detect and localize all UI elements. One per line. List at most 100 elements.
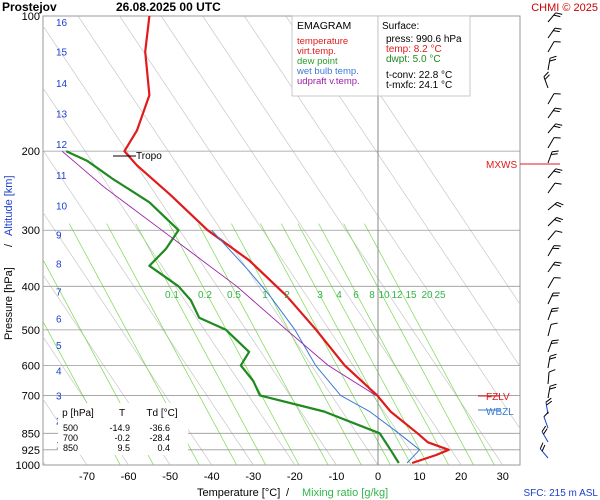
wind-barb-staff bbox=[547, 230, 557, 241]
wind-barb-staff bbox=[547, 41, 555, 53]
table-cell: 0.4 bbox=[157, 443, 170, 453]
wind-barb-staff bbox=[547, 245, 555, 257]
wind-barb-flag bbox=[553, 170, 561, 174]
series-dew-point bbox=[65, 150, 400, 464]
wind-barb-flag bbox=[553, 30, 560, 33]
wind-barb bbox=[547, 123, 563, 134]
legend-title: EMAGRAM bbox=[297, 20, 351, 32]
mixing-ratio-label: 8 bbox=[369, 290, 375, 301]
wind-barb-staff bbox=[547, 217, 557, 227]
temperature-tick-label: -30 bbox=[245, 471, 261, 483]
wind-barb bbox=[547, 182, 562, 194]
wind-barb-flag bbox=[549, 353, 557, 357]
temperature-axis-label: Temperature [°C] bbox=[197, 487, 280, 499]
temperature-tick-label: -60 bbox=[121, 471, 137, 483]
wind-barb-flag bbox=[549, 55, 557, 59]
temperature-tick-label: -50 bbox=[162, 471, 178, 483]
wind-barb-flag bbox=[552, 150, 559, 153]
wind-barb bbox=[547, 93, 561, 105]
wind-barb-staff bbox=[547, 356, 551, 369]
wind-barb-staff bbox=[547, 137, 555, 149]
wind-barb bbox=[545, 397, 553, 415]
series-udpraft-v-temp bbox=[61, 150, 377, 396]
mxws-label: MXWS bbox=[486, 160, 517, 171]
wind-barb-staff bbox=[541, 431, 549, 443]
wind-barb-staff bbox=[547, 292, 554, 305]
mixing-ratio-line bbox=[106, 223, 237, 465]
altitude-tick-label: 9 bbox=[56, 231, 62, 242]
levels-table-bg bbox=[58, 403, 188, 455]
temperature-tick-label: 20 bbox=[455, 471, 467, 483]
altitude-tick-label: 11 bbox=[56, 171, 67, 182]
wind-barb-flag bbox=[556, 217, 564, 221]
wind-barb-staff bbox=[547, 386, 551, 399]
surface-press: press: 990.6 hPa bbox=[386, 34, 462, 45]
wind-barb-flag bbox=[551, 342, 558, 345]
wind-barb-flag bbox=[554, 27, 562, 30]
legend-item: udpraft v.temp. bbox=[297, 76, 360, 87]
mixing-ratio-label: 12 bbox=[391, 290, 403, 301]
wind-barb-flag bbox=[555, 168, 563, 171]
wind-barb bbox=[547, 292, 560, 305]
sfc-label: SFC: 215 m ASL bbox=[524, 488, 599, 499]
wind-barb bbox=[547, 201, 564, 211]
credit-label: CHMI © 2025 bbox=[531, 2, 598, 14]
wind-barb-flag bbox=[553, 110, 560, 113]
wind-barb-flag bbox=[554, 261, 562, 264]
wind-barb-flag bbox=[553, 292, 560, 294]
wind-barb-staff bbox=[547, 182, 556, 194]
isotherm-line bbox=[43, 336, 129, 465]
table-cell: -14.9 bbox=[109, 423, 130, 433]
datetime-title: 26.08.2025 00 UTC bbox=[116, 0, 221, 14]
wind-barb-flag bbox=[554, 182, 562, 185]
fzlv-label: FZLV bbox=[486, 392, 510, 403]
altitude-tick-label: 8 bbox=[56, 260, 62, 271]
x-axis-label-separator: / bbox=[286, 487, 290, 499]
altitude-tick-label: 4 bbox=[56, 367, 62, 378]
table-header: Td [°C] bbox=[146, 408, 177, 419]
pressure-tick-label: 100 bbox=[22, 11, 40, 23]
wind-barb-staff bbox=[547, 277, 555, 289]
table-cell: -0.2 bbox=[114, 433, 130, 443]
wind-barb bbox=[547, 217, 564, 227]
mixing-ratio-line bbox=[135, 223, 267, 465]
table-cell: 9.5 bbox=[117, 443, 130, 453]
wind-barb-staff bbox=[543, 416, 549, 429]
mixing-ratio-label: 10 bbox=[378, 290, 390, 301]
wind-barb-flag bbox=[553, 93, 561, 95]
altitude-tick-label: 15 bbox=[56, 48, 68, 59]
table-cell: 700 bbox=[63, 433, 78, 443]
mixing-ratio-label: 3 bbox=[317, 290, 323, 301]
mixing-ratio-axis-label: Mixing ratio [g/kg] bbox=[302, 487, 388, 499]
sounding-series bbox=[61, 16, 450, 465]
temperature-tick-label: -70 bbox=[79, 471, 95, 483]
wind-barb-flag bbox=[539, 442, 544, 450]
mixing-ratio-label: 20 bbox=[421, 290, 433, 301]
legend-item: virt.temp. bbox=[297, 46, 336, 57]
temperature-tick-label: 0 bbox=[375, 471, 381, 483]
legend-box bbox=[291, 15, 379, 97]
altitude-ticks: 12345678910111213141516 bbox=[56, 18, 68, 452]
table-cell: 850 bbox=[63, 443, 78, 453]
isotherm-line bbox=[160, 16, 462, 465]
mixing-ratio-line bbox=[280, 223, 412, 465]
altitude-tick-label: 3 bbox=[56, 392, 62, 403]
legend-item: temperature bbox=[297, 36, 348, 47]
wind-barb-staff bbox=[547, 324, 552, 337]
wind-barb-flag bbox=[543, 411, 549, 418]
temperature-tick-label: -40 bbox=[204, 471, 220, 483]
mixing-ratio-label: 1 bbox=[262, 290, 268, 301]
temperature-tick-label: -20 bbox=[287, 471, 303, 483]
wbzl-label: WBZL bbox=[486, 407, 514, 418]
wind-barb-staff bbox=[539, 448, 549, 459]
isotherm-line bbox=[43, 25, 337, 465]
wind-barb bbox=[547, 261, 562, 273]
pressure-tick-label: 925 bbox=[22, 445, 40, 457]
wind-barb bbox=[547, 41, 561, 53]
mixing-ratio-line bbox=[260, 223, 391, 465]
wind-barb-flag bbox=[551, 310, 558, 313]
pressure-tick-label: 200 bbox=[22, 146, 40, 158]
altitude-tick-label: 5 bbox=[56, 341, 62, 352]
wind-barb-staff bbox=[547, 27, 556, 39]
wind-barb-flag bbox=[553, 137, 561, 139]
